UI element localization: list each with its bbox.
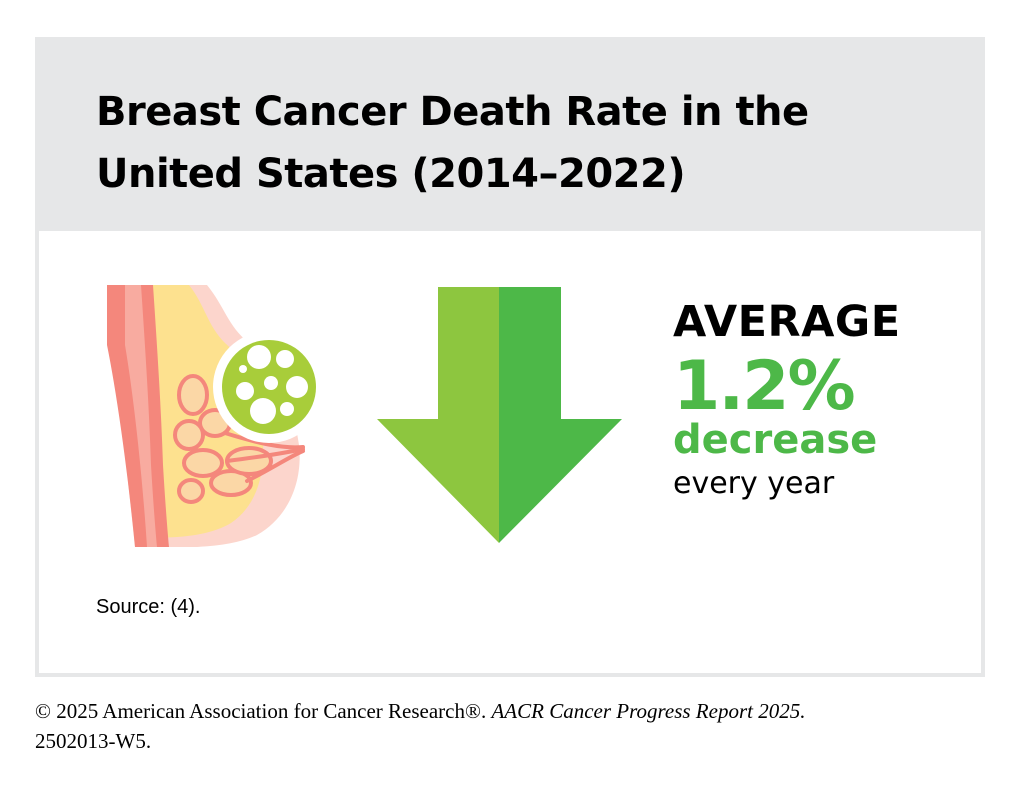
source-note: Source: (4). (96, 596, 201, 618)
footer-line-1: © 2025 American Association for Cancer R… (35, 696, 985, 726)
statistic-block: AVERAGE 1.2% decrease every year (673, 297, 973, 503)
average-label: AVERAGE (673, 297, 901, 347)
decrease-label: decrease (673, 417, 878, 463)
down-arrow-icon (377, 287, 622, 543)
copyright-footer: © 2025 American Association for Cancer R… (35, 696, 985, 756)
figure-code: 2502013-W5. (35, 729, 152, 753)
period-label: every year (673, 466, 835, 501)
report-title: AACR Cancer Progress Report 2025. (491, 699, 806, 723)
card-header: Breast Cancer Death Rate in the United S… (35, 37, 985, 231)
card-body: AVERAGE 1.2% decrease every year Source:… (39, 231, 981, 673)
copyright-text: © 2025 American Association for Cancer R… (35, 699, 492, 723)
title-line-2: United States (2014–2022) (96, 151, 686, 197)
infographic-title: Breast Cancer Death Rate in the United S… (96, 81, 916, 205)
title-line-1: Breast Cancer Death Rate in the (96, 89, 809, 135)
breast-tumor-illustration-icon (107, 285, 325, 547)
infographic-card: Breast Cancer Death Rate in the United S… (35, 37, 985, 677)
percent-value: 1.2% (673, 347, 856, 426)
